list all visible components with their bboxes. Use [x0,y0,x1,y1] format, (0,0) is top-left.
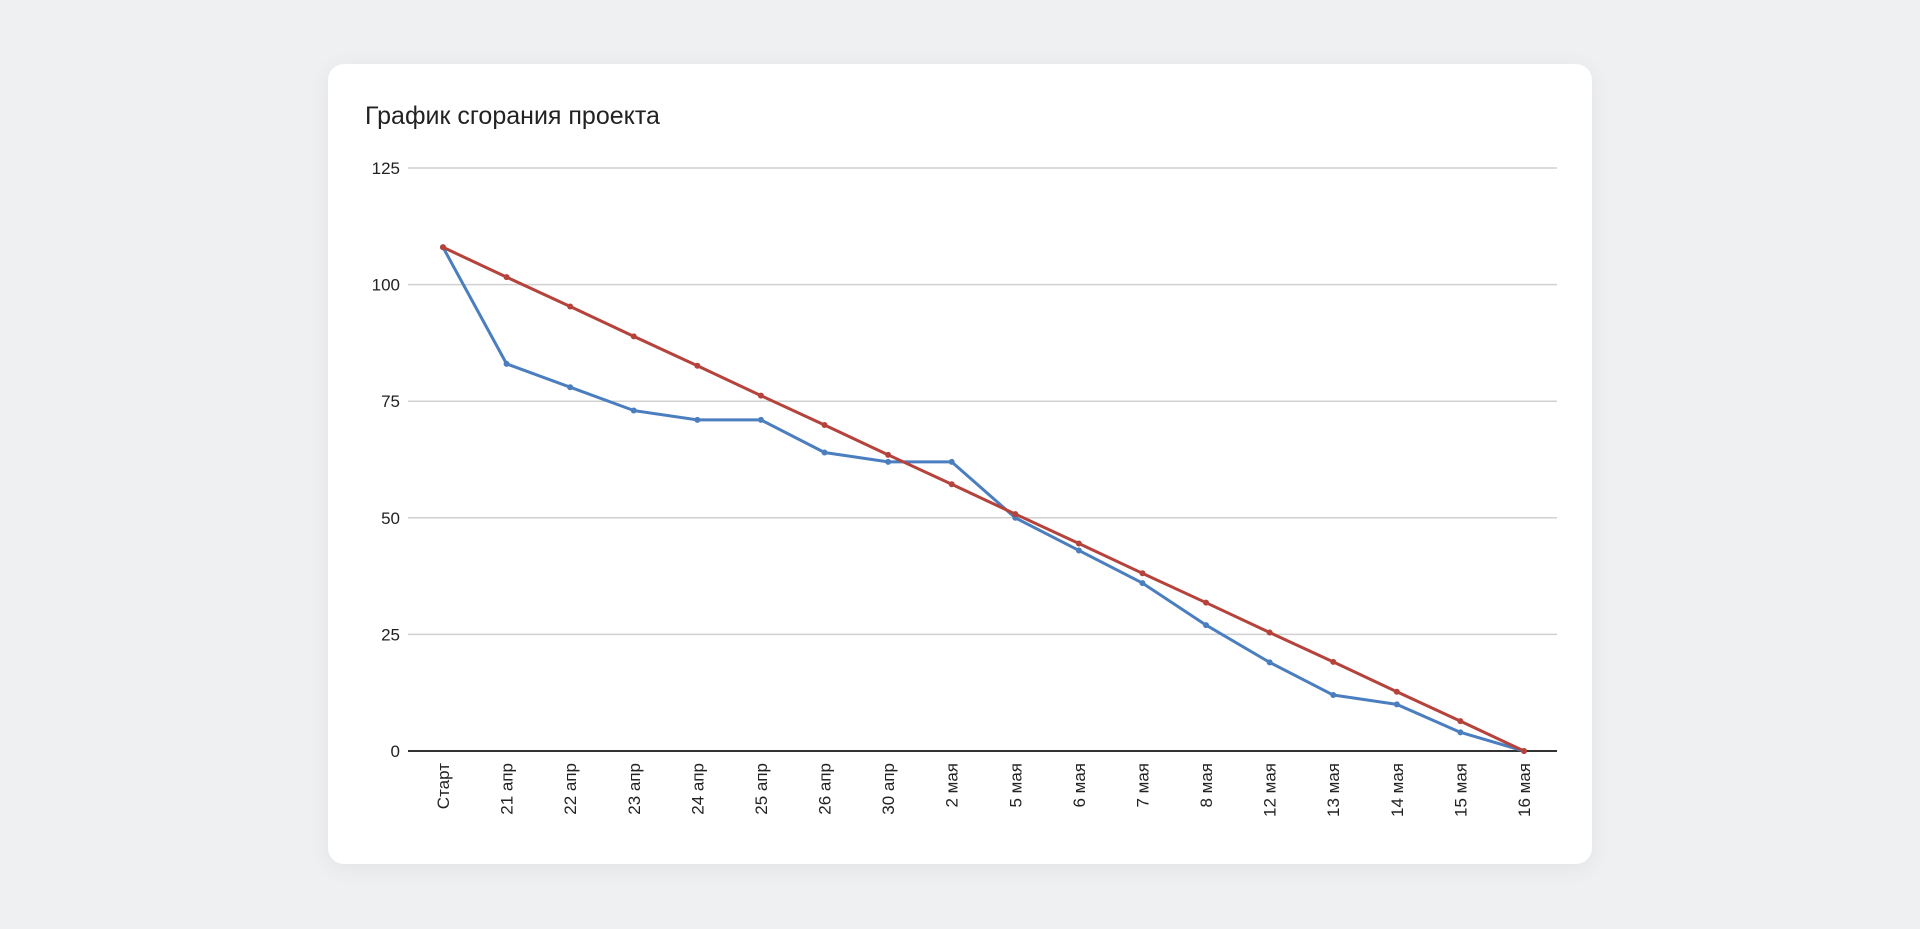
series-0-point [821,449,828,456]
series-1-point [440,244,446,251]
y-tick-label: 25 [381,625,400,644]
x-tick-label: 30 апр [879,763,898,815]
x-tick-label: 22 апр [561,763,580,815]
series-1-point [630,333,637,340]
series-line-1 [442,245,1525,753]
series-0-point [1330,692,1337,699]
series-1-point [1012,511,1019,518]
series-1-point [757,392,764,399]
series-1-point [821,421,828,428]
series-1-point [503,274,510,281]
series-0-point [694,416,701,423]
x-tick-label: 16 мая [1515,763,1534,817]
chart-title: График сгорания проекта [365,102,660,130]
series-1-point [1330,658,1337,665]
x-tick-label: 7 мая [1133,763,1152,808]
series-0-point [1266,659,1273,666]
x-tick-label: 26 апр [816,763,835,815]
series-1-point [885,451,892,458]
series-1-point [567,303,574,310]
series-1-point [694,362,701,369]
series-0-point [757,416,764,423]
x-tick-label: 14 мая [1388,763,1407,817]
series-line-0 [441,246,1525,753]
y-tick-label: 75 [381,392,400,411]
series-0-point [1393,701,1400,708]
chart-card [328,64,1592,864]
series-0-point [1457,729,1464,736]
series-0-point [1139,580,1146,587]
series-1-point [1203,599,1210,606]
series-1-point [948,481,955,488]
series-0-point [948,458,955,465]
series-0-point [1203,622,1210,629]
x-tick-label: 6 мая [1070,763,1089,808]
y-tick-label: 50 [381,509,400,528]
x-tick-label: 13 мая [1324,763,1343,817]
y-tick-label: 100 [372,276,400,295]
series-0-point [630,407,637,414]
x-tick-label: 23 апр [625,763,644,815]
series-0-point [885,458,892,465]
x-tick-label: 15 мая [1451,763,1470,817]
x-tick-label: 24 апр [688,763,707,815]
series-0-point [1075,547,1082,554]
x-tick-label: Старт [434,763,453,809]
series-0-point [567,384,574,391]
series-0-point [503,360,510,367]
x-tick-label: 2 мая [943,763,962,808]
series-1-point [1075,540,1082,547]
series-1-point [1521,748,1527,754]
series-1-point [1266,629,1273,636]
x-tick-label: 25 апр [752,763,771,815]
series-1-point [1139,570,1146,577]
y-tick-label: 125 [372,159,400,178]
series-1-point [1393,688,1400,695]
y-tick-label: 0 [391,742,400,761]
x-tick-label: 8 мая [1197,763,1216,808]
x-tick-label: 12 мая [1261,763,1280,817]
x-tick-label: 21 апр [498,763,517,815]
series-1-point [1457,718,1464,725]
x-tick-label: 5 мая [1006,763,1025,808]
